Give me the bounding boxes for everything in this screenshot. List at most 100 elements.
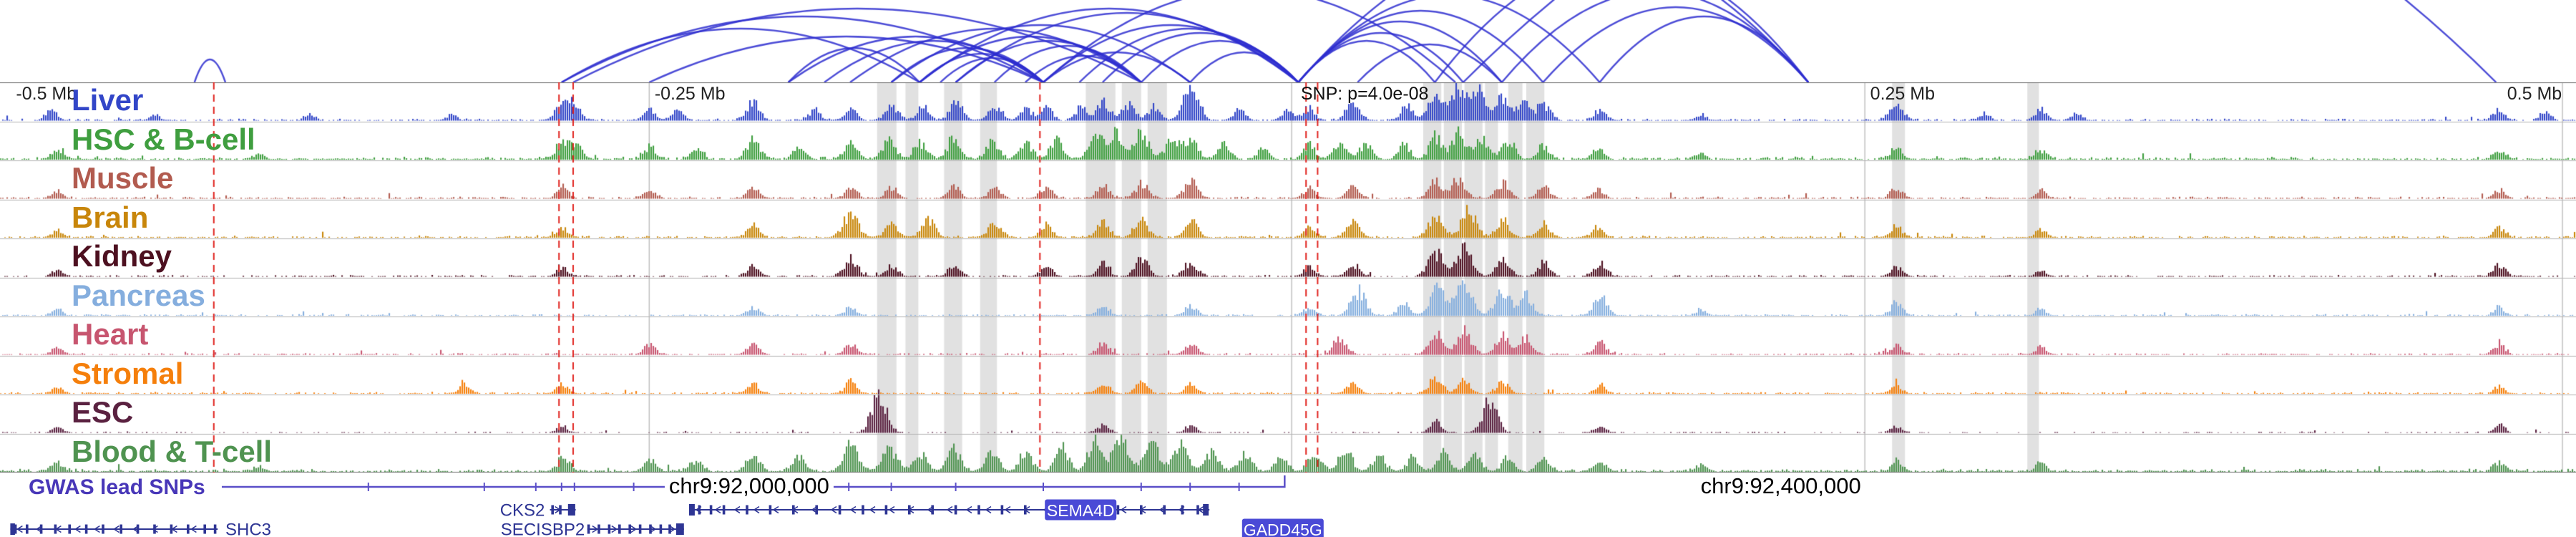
gwas-snp-line <box>221 475 1286 488</box>
strand-chevron-icon <box>946 505 953 514</box>
exon-block <box>587 524 590 534</box>
exon-block <box>1181 505 1184 515</box>
coordinate-label-1: chr9:92,400,000 <box>1696 473 1865 499</box>
track-label-liver[interactable]: Liver <box>72 83 144 117</box>
exon-block <box>213 524 217 534</box>
strand-chevron-icon <box>849 505 857 514</box>
exon-block <box>26 524 29 534</box>
strand-chevron-icon <box>888 505 895 514</box>
exon-block <box>153 524 156 534</box>
exon-block <box>638 524 642 534</box>
track-label-muscle[interactable]: Muscle <box>72 161 174 195</box>
gene-label-sema4d[interactable]: SEMA4D <box>1047 501 1115 520</box>
gene-label-cks2: CKS2 <box>500 501 545 521</box>
strand-chevron-icon <box>16 525 23 533</box>
exon-block <box>659 524 663 534</box>
exon-block <box>170 524 173 534</box>
strand-chevron-icon <box>112 525 119 533</box>
strand-chevron-icon <box>733 505 741 514</box>
exon-block <box>769 505 772 515</box>
strand-chevron-icon <box>650 525 657 533</box>
exon-block <box>649 524 652 534</box>
exon-block <box>1024 505 1027 515</box>
strand-chevron-icon <box>190 525 197 533</box>
exon-block <box>187 524 190 534</box>
exon-block <box>1000 505 1004 515</box>
gene-secisbp2: SECISBP2 <box>501 521 684 537</box>
ruler-label-3: 0.5 Mb <box>2507 84 2562 104</box>
gene-label-shc3: SHC3 <box>225 521 271 537</box>
exon-block <box>14 524 17 534</box>
exon-block <box>68 524 71 534</box>
ruler-label-1: -0.25 Mb <box>654 84 726 104</box>
track-label-pancreas[interactable]: Pancreas <box>72 278 205 312</box>
exon-block <box>136 524 140 534</box>
strand-chevron-icon <box>772 505 779 514</box>
ruler-label-0: -0.5 Mb <box>16 84 77 104</box>
exon-block <box>698 505 701 515</box>
exon-block <box>628 524 631 534</box>
gene-shc3: SHC3 <box>10 521 271 537</box>
track-label-blood-t-cell[interactable]: Blood & T-cell <box>72 434 273 468</box>
exon-block <box>597 524 600 534</box>
strand-chevron-icon <box>592 525 599 533</box>
epigenome-signal-tracks-canvas[interactable] <box>0 82 2576 473</box>
gene-label-box-gadd45g[interactable] <box>1241 518 1324 537</box>
strand-chevron-icon <box>985 505 992 514</box>
ruler-label-2: 0.25 Mb <box>1870 84 1936 104</box>
exon-block <box>862 505 864 515</box>
utr-block <box>676 523 684 535</box>
exon-block <box>709 505 713 515</box>
track-label-stromal[interactable]: Stromal <box>72 356 184 390</box>
gene-cks2: CKS2 <box>500 501 576 521</box>
exon-block <box>977 505 980 515</box>
strand-chevron-icon <box>714 505 721 514</box>
strand-chevron-icon <box>93 525 100 533</box>
utr-block <box>567 504 575 516</box>
exon-block <box>746 505 748 515</box>
exon-block <box>668 524 671 534</box>
exon-block <box>102 524 104 534</box>
track-label-hsc-b-cell[interactable]: HSC & B-cell <box>72 122 255 156</box>
exon-block <box>722 505 726 515</box>
exon-block <box>884 505 888 515</box>
track-label-heart[interactable]: Heart <box>72 317 149 351</box>
exon-block <box>119 524 122 534</box>
strand-chevron-icon <box>669 525 676 533</box>
exon-block <box>618 524 621 534</box>
track-label-esc[interactable]: ESC <box>72 395 134 429</box>
gene-label-box-sema4d[interactable] <box>1045 499 1117 521</box>
strand-chevron-icon <box>830 505 837 514</box>
track-label-kidney[interactable]: Kidney <box>72 239 172 273</box>
exon-block <box>84 524 88 534</box>
chromatin-interaction-arcs-canvas <box>0 0 2576 82</box>
exon-block <box>838 505 841 515</box>
exon-block <box>1196 505 1199 515</box>
snp-pvalue-label: SNP: p=4.0e-08 <box>1300 84 1429 104</box>
exon-block <box>39 524 43 534</box>
strand-chevron-icon <box>630 525 638 533</box>
gene-label-secisbp2: SECISBP2 <box>501 521 585 537</box>
exon-block <box>931 505 934 515</box>
exon-block <box>203 524 206 534</box>
exon-block <box>551 505 554 515</box>
strand-chevron-icon <box>753 505 760 514</box>
gene-label-gadd45g[interactable]: GADD45G <box>1244 521 1322 537</box>
exon-block <box>908 505 911 515</box>
exon-block <box>815 505 818 515</box>
exon-block <box>608 524 611 534</box>
strand-chevron-icon <box>1120 505 1127 514</box>
strand-chevron-icon <box>74 525 81 533</box>
exon-block <box>792 505 795 515</box>
exon-block <box>54 524 57 534</box>
exon-block <box>1140 505 1143 515</box>
track-label-brain[interactable]: Brain <box>72 200 149 234</box>
gwas-lead-snps-label: GWAS lead SNPs <box>29 475 205 499</box>
exon-block <box>1163 505 1166 515</box>
exon-block <box>559 505 562 515</box>
strand-chevron-icon <box>151 525 158 533</box>
gene-gadd45g: GADD45G <box>1241 518 1324 537</box>
gene-sema4d: SEMA4D <box>689 499 1210 521</box>
utr-block <box>1203 504 1209 516</box>
